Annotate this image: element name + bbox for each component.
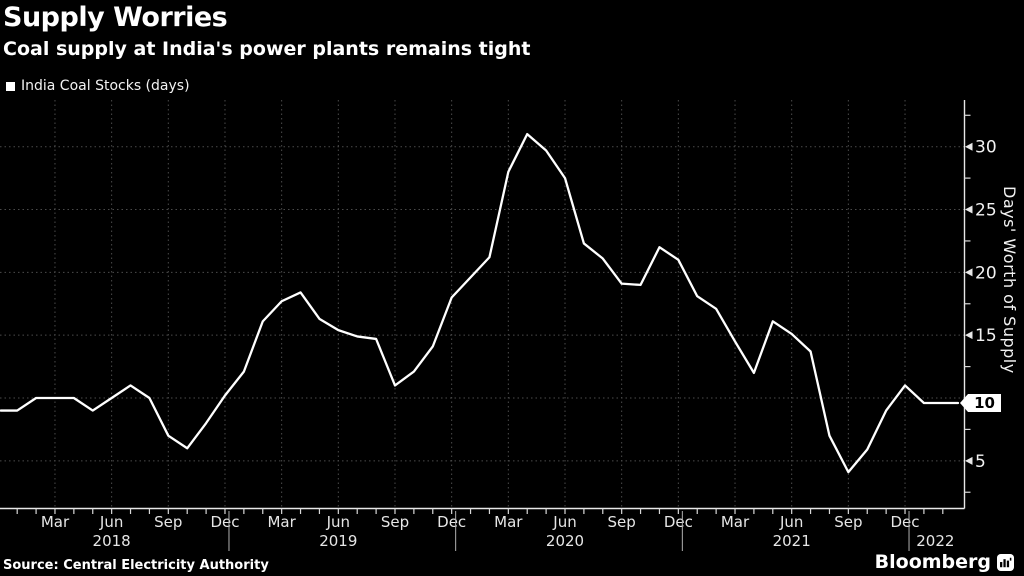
y-tick-label: 20 bbox=[975, 263, 997, 283]
year-label: 2022 bbox=[916, 532, 954, 550]
source-note: Source: Central Electricity Authority bbox=[3, 558, 269, 573]
year-label: 2021 bbox=[773, 532, 811, 550]
y-tick-label: 30 bbox=[975, 138, 997, 158]
month-label: Sep bbox=[834, 513, 862, 531]
data-line bbox=[0, 132, 960, 474]
year-label: 2018 bbox=[93, 532, 131, 550]
y-tick-arrow bbox=[965, 456, 973, 465]
y-tick-label: 15 bbox=[975, 326, 997, 346]
month-label: Mar bbox=[41, 513, 70, 531]
legend-label: India Coal Stocks (days) bbox=[21, 78, 190, 94]
current-value-tag bbox=[960, 394, 1001, 413]
month-label: Jun bbox=[99, 513, 123, 531]
month-label: Mar bbox=[721, 513, 750, 531]
month-label: Sep bbox=[154, 513, 182, 531]
chart-subtitle: Coal supply at India's power plants rema… bbox=[3, 38, 531, 60]
month-label: Dec bbox=[891, 513, 920, 531]
year-label: 2020 bbox=[546, 532, 584, 550]
month-label: Mar bbox=[494, 513, 523, 531]
month-label: Dec bbox=[437, 513, 466, 531]
bloomberg-logo-text: Bloomberg bbox=[874, 551, 991, 573]
legend: India Coal Stocks (days) bbox=[6, 78, 190, 94]
y-tick-arrow bbox=[965, 205, 973, 214]
year-label: 2019 bbox=[319, 532, 357, 550]
month-label: Dec bbox=[664, 513, 693, 531]
y-tick-arrow bbox=[965, 142, 973, 151]
legend-swatch-icon bbox=[6, 81, 15, 91]
month-label: Sep bbox=[608, 513, 636, 531]
y-tick-label: 5 bbox=[975, 452, 986, 472]
y-tick-label: 25 bbox=[975, 201, 997, 221]
y-tick-arrow bbox=[965, 268, 973, 277]
month-label: Dec bbox=[210, 513, 239, 531]
bloomberg-logo: Bloomberg bbox=[875, 551, 1014, 573]
y-axis-title: Days' Worth of Supply bbox=[1000, 186, 1019, 374]
month-label: Jun bbox=[779, 513, 803, 531]
bloomberg-terminal-icon bbox=[997, 553, 1014, 571]
current-value-label: 10 bbox=[974, 394, 995, 412]
month-label: Jun bbox=[552, 513, 576, 531]
month-label: Mar bbox=[267, 513, 296, 531]
chart-title: Supply Worries bbox=[3, 2, 228, 33]
y-tick-arrow bbox=[965, 331, 973, 340]
month-label: Jun bbox=[326, 513, 350, 531]
month-label: Sep bbox=[381, 513, 409, 531]
